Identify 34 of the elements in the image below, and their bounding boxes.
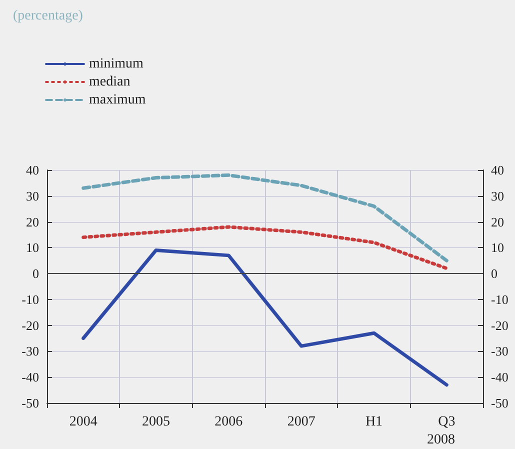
- legend-label: minimum: [89, 56, 144, 72]
- y-tick-label: 20: [26, 214, 39, 230]
- x-tick-label: H1: [365, 414, 383, 430]
- line-series: [82, 173, 448, 262]
- x-tick-label: Q3: [438, 414, 456, 430]
- y2-tick-label: -20: [491, 318, 508, 333]
- y-tick-label: 30: [26, 188, 39, 204]
- x-tick-label: 2005: [142, 414, 170, 430]
- legend-label: maximum: [89, 92, 146, 108]
- y-tick-label: -10: [22, 292, 39, 307]
- line-series: [82, 225, 448, 270]
- y2-tick-label: -10: [491, 292, 508, 307]
- y-tick-label: 0: [32, 266, 39, 282]
- x-tick-label: 2004: [69, 414, 98, 430]
- text: 2008: [427, 432, 455, 448]
- y2-tick-label: -50: [491, 396, 508, 410]
- y2-tick-label: 30: [491, 188, 504, 204]
- y2-tick-label: -40: [491, 370, 508, 385]
- chart-subtitle: (percentage): [13, 8, 84, 24]
- y-tick-label: -20: [22, 318, 39, 333]
- y2-tick-label: 40: [491, 162, 504, 178]
- x-tick-label: 2007: [287, 414, 316, 430]
- y-tick-label: 10: [26, 240, 39, 256]
- y2-tick-label: -30: [491, 344, 508, 359]
- y2-tick-label: 20: [491, 214, 504, 230]
- y-tick-label: -30: [22, 344, 39, 359]
- line-series: [82, 248, 448, 387]
- y-tick-label: -50: [22, 396, 39, 410]
- y2-tick-label: 0: [491, 266, 498, 282]
- y2-tick-label: 10: [491, 240, 504, 256]
- legend-label: median: [89, 74, 130, 90]
- x-tick-label: 2006: [214, 414, 243, 430]
- y-tick-label: -40: [22, 370, 39, 385]
- y-tick-label: 40: [26, 162, 39, 178]
